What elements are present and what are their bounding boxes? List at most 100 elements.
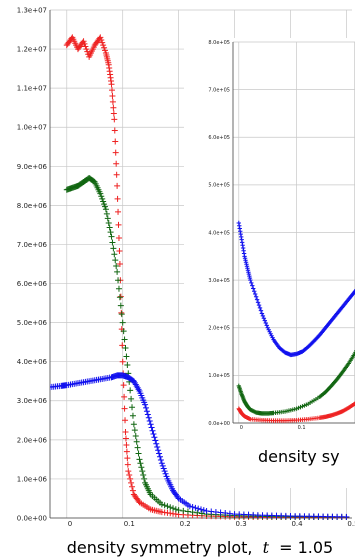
- inset-series-0-point: [270, 335, 275, 340]
- main-y-tick-label: 1.1e+07: [17, 85, 47, 93]
- main-series-2-point: [222, 510, 229, 517]
- main-series-1-point: [136, 456, 143, 463]
- main-series-1-point: [172, 506, 179, 513]
- main-y-tick-label: 5.0e+06: [17, 319, 48, 327]
- main-series-1-point: [109, 239, 116, 246]
- main-series-0-point: [114, 195, 121, 202]
- main-series-1-point: [134, 444, 141, 451]
- main-series-1-point: [112, 257, 119, 264]
- main-series-0-point: [84, 48, 91, 55]
- main-series-1-point: [115, 277, 122, 284]
- main-series-2-point: [160, 465, 167, 472]
- main-series-1-point: [115, 285, 122, 292]
- main-series-0-point: [121, 405, 128, 412]
- main-series-0-point: [101, 44, 108, 51]
- main-series-1-point: [99, 195, 106, 202]
- inset-y-tick-label: 1.0e+05: [208, 373, 230, 379]
- main-series-2-point: [152, 437, 159, 444]
- main-series-2-point: [174, 494, 181, 501]
- main-series-2-point: [162, 470, 169, 477]
- main-series-0-point: [122, 435, 129, 442]
- main-series-0-point: [120, 382, 127, 389]
- main-series-1-point: [104, 215, 111, 222]
- main-series-1-point: [127, 387, 134, 394]
- inset-series-0-point: [259, 311, 265, 316]
- main-series-0-point: [99, 39, 106, 46]
- main-y-tick-label: 1.2e+07: [17, 46, 47, 54]
- main-series-1-point: [180, 507, 187, 514]
- main-series-1-point: [102, 206, 109, 213]
- inset-series-0: [236, 220, 355, 358]
- inset-series-0-point: [262, 318, 268, 323]
- main-series-0-point: [125, 468, 132, 475]
- main-caption: density symmetry plot, t = 1.05: [67, 538, 333, 557]
- inset-series-0-point: [255, 300, 261, 305]
- inset-y-tick-label: 4.0e+05: [208, 230, 230, 236]
- main-series-2-point: [154, 444, 161, 451]
- inset-series-0-point: [252, 289, 257, 294]
- main-series-1-point: [117, 302, 124, 309]
- inset-series-0-point: [248, 277, 253, 283]
- main-series-2-point: [189, 504, 196, 511]
- main-series-1-point: [97, 190, 104, 197]
- main-series-2-point: [142, 401, 149, 408]
- main-series-0-point: [101, 47, 108, 54]
- main-series-2-point: [163, 473, 170, 480]
- main-series-2-point: [143, 408, 150, 415]
- inset-series-0-point: [268, 331, 273, 336]
- main-series-1-point: [133, 438, 140, 445]
- main-y-tick-label: 1.0e+06: [17, 475, 48, 483]
- main-series-0-point: [122, 429, 129, 436]
- main-series-0-point: [112, 149, 119, 156]
- main-series-1-point: [120, 328, 127, 335]
- main-series-0-point: [121, 393, 128, 400]
- inset-y-tick-label: 0.0e+00: [208, 421, 230, 427]
- main-series-1-point: [161, 502, 168, 509]
- main-series-0-point: [112, 138, 119, 145]
- inset-y-tick-label: 2.0e+05: [208, 326, 230, 332]
- main-series-2-point: [212, 509, 219, 516]
- main-series-0-point: [123, 442, 130, 449]
- main-series-1-point: [184, 508, 191, 515]
- main-x-tick-label: 0.1: [124, 520, 135, 528]
- inset-caption: density sy: [258, 447, 340, 466]
- main-series-0-point: [129, 487, 136, 494]
- main-series-1-point: [113, 262, 120, 269]
- main-series-0-point: [113, 171, 120, 178]
- main-x-tick-label: 0.2: [180, 520, 191, 528]
- main-series-1-point: [114, 268, 121, 275]
- main-series-1-point: [121, 336, 128, 343]
- main-series-2-point: [158, 460, 165, 467]
- inset-y-tick-label: 3.0e+05: [208, 278, 230, 284]
- inset-y-tick-label: 6.0e+05: [208, 135, 230, 141]
- main-y-tick-label: 9.0e+06: [17, 163, 48, 171]
- main-series-0-point: [117, 293, 124, 300]
- main-series-2-point: [203, 507, 210, 514]
- main-series-0-point: [128, 479, 135, 486]
- inset-series-0-point: [252, 291, 258, 297]
- main-series-1-point: [106, 224, 113, 231]
- main-series-0-point: [109, 92, 116, 99]
- main-series-2-point: [161, 468, 168, 475]
- main-series-0-point: [110, 110, 117, 117]
- main-series-1-point: [189, 509, 196, 516]
- main-series-1-point: [131, 427, 138, 434]
- main-series-2-point: [146, 417, 153, 424]
- main-series-0-point: [81, 40, 88, 47]
- main-caption-prefix: density symmetry plot,: [67, 538, 253, 557]
- main-series-1-point: [129, 404, 136, 411]
- main-series-0-point: [100, 42, 107, 49]
- inset-series-0-point: [263, 320, 268, 326]
- main-series-0-point: [126, 472, 133, 479]
- main-series-2-point: [155, 447, 162, 454]
- main-series-0-point: [124, 461, 131, 468]
- main-y-tick-label: 8.0e+06: [17, 202, 48, 210]
- main-series-1-point: [175, 507, 182, 514]
- main-series-1-point: [98, 193, 105, 200]
- main-series-1-point: [105, 219, 112, 226]
- main-series-0-point: [113, 160, 120, 167]
- main-series-0-point: [83, 46, 90, 53]
- main-series-1-point: [116, 294, 123, 301]
- main-series-1-point: [123, 353, 130, 360]
